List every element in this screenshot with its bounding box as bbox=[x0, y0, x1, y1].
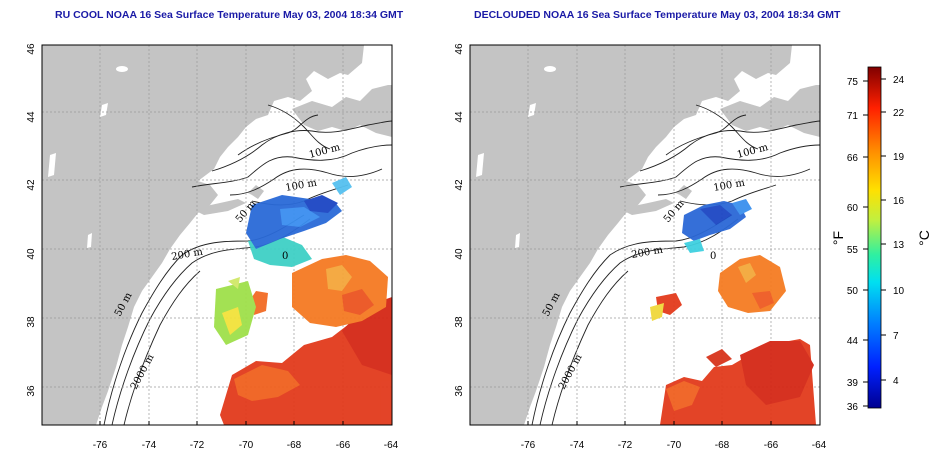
right-sst-layer bbox=[650, 199, 816, 425]
colorbar-gradient bbox=[867, 66, 882, 409]
right-x-tick-68: -68 bbox=[715, 440, 730, 451]
right-contour-label-0: 0 bbox=[710, 251, 716, 262]
left-y-tick-38: 38 bbox=[26, 316, 37, 328]
left-y-tick-36: 36 bbox=[26, 385, 37, 397]
right-panel-title: DECLOUDED NOAA 16 Sea Surface Temperatur… bbox=[474, 9, 841, 21]
right-x-tick-72: -72 bbox=[618, 440, 633, 451]
left-y-tick-46: 46 bbox=[26, 43, 37, 55]
right-x-tick-66: -66 bbox=[764, 440, 779, 451]
right-x-tick-76: -76 bbox=[521, 440, 536, 451]
colorbar-f-tick-66: 66 bbox=[847, 153, 859, 164]
colorbar-c-tick-13: 13 bbox=[893, 240, 905, 251]
colorbar-f-tick-39: 39 bbox=[847, 378, 859, 389]
left-x-tick-64: -64 bbox=[384, 440, 399, 451]
left-x-tick-66: -66 bbox=[336, 440, 351, 451]
left-y-tick-42: 42 bbox=[26, 179, 37, 191]
left-y-tick-40: 40 bbox=[26, 248, 37, 260]
right-x-tick-70: -70 bbox=[667, 440, 682, 451]
colorbar-f-tick-36: 36 bbox=[847, 402, 859, 413]
left-y-tick-44: 44 bbox=[26, 111, 37, 123]
left-map-frame bbox=[41, 44, 393, 426]
colorbar-fahrenheit-unit: °F bbox=[830, 231, 846, 245]
right-x-ticks: -76 -74 -72 -70 -68 -66 -64 bbox=[521, 421, 827, 451]
colorbar-c-tick-22: 22 bbox=[893, 108, 905, 119]
right-x-tick-64: -64 bbox=[812, 440, 827, 451]
colorbar-f-tick-71: 71 bbox=[847, 111, 859, 122]
right-x-tick-74: -74 bbox=[570, 440, 585, 451]
left-x-ticks: -76 -74 -72 -70 -68 -66 -64 bbox=[93, 421, 399, 451]
left-x-tick-76: -76 bbox=[93, 440, 108, 451]
left-map: 100 m 100 m 50 m 200 m 0 50 m 2000 m bbox=[41, 44, 393, 426]
colorbar-c-tick-10: 10 bbox=[893, 286, 905, 297]
colorbar-f-tick-50: 50 bbox=[847, 286, 859, 297]
colorbar-c-tick-19: 19 bbox=[893, 152, 905, 163]
left-x-tick-72: -72 bbox=[190, 440, 205, 451]
colorbar-f-tick-60: 60 bbox=[847, 203, 859, 214]
left-x-tick-70: -70 bbox=[239, 440, 254, 451]
right-map: 100 m 100 m 50 m 200 m 0 50 m 2000 m bbox=[469, 44, 821, 426]
left-x-tick-68: -68 bbox=[287, 440, 302, 451]
right-y-tick-42: 42 bbox=[454, 179, 465, 191]
right-y-tick-40: 40 bbox=[454, 248, 465, 260]
left-contour-label-0: 0 bbox=[282, 251, 288, 262]
colorbar-c-tick-7: 7 bbox=[893, 331, 899, 342]
right-y-tick-36: 36 bbox=[454, 385, 465, 397]
colorbar-f-tick-75: 75 bbox=[847, 77, 859, 88]
right-y-tick-44: 44 bbox=[454, 111, 465, 123]
colorbar-f-tick-44: 44 bbox=[847, 336, 859, 347]
colorbar-c-tick-4: 4 bbox=[893, 376, 899, 387]
left-panel-title: RU COOL NOAA 16 Sea Surface Temperature … bbox=[55, 9, 404, 21]
right-map-frame bbox=[469, 44, 821, 426]
right-y-tick-38: 38 bbox=[454, 316, 465, 328]
left-sst-layer bbox=[214, 177, 392, 425]
colorbar-c-tick-16: 16 bbox=[893, 196, 905, 207]
colorbar-c-tick-24: 24 bbox=[893, 75, 905, 86]
right-y-ticks: 46 44 42 40 38 36 bbox=[454, 43, 465, 397]
colorbar: 75 71 66 60 55 50 44 39 36 24 22 19 16 1… bbox=[830, 66, 932, 413]
colorbar-celsius-unit: °C bbox=[916, 230, 932, 246]
left-y-ticks: 46 44 42 40 38 36 bbox=[26, 43, 37, 397]
left-x-tick-74: -74 bbox=[142, 440, 157, 451]
right-y-tick-46: 46 bbox=[454, 43, 465, 55]
colorbar-f-tick-55: 55 bbox=[847, 245, 859, 256]
